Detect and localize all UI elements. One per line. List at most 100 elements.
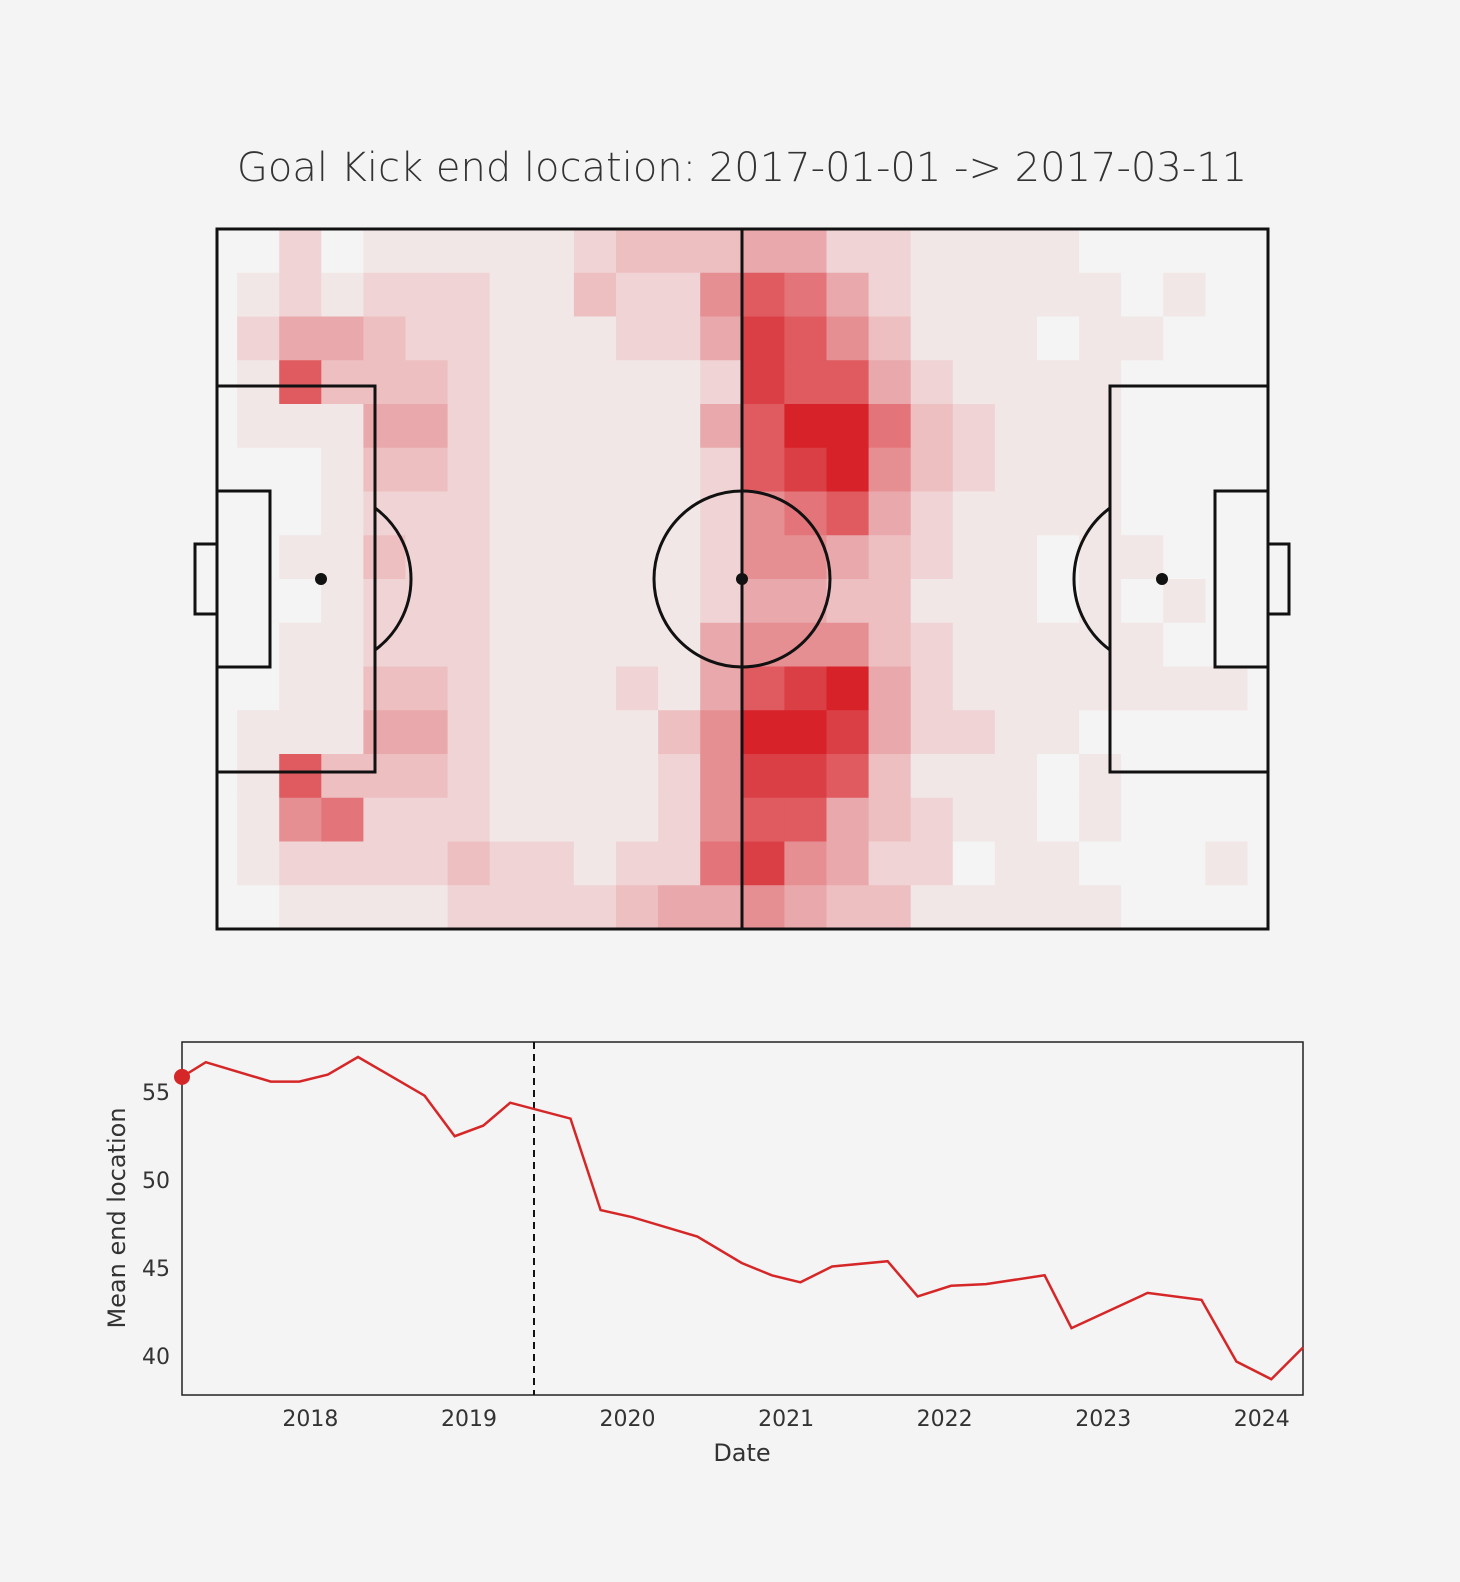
heat-cell	[321, 666, 364, 711]
heat-cell	[1247, 710, 1268, 755]
heat-cell	[952, 535, 996, 580]
heat-cell	[700, 447, 743, 492]
heat-cell	[1247, 404, 1268, 449]
heat-cell	[1079, 272, 1122, 317]
heat-cell	[321, 535, 364, 580]
heat-cell	[952, 622, 996, 667]
heat-cell	[868, 710, 912, 755]
heat-cell	[658, 710, 701, 755]
heat-cell	[1247, 316, 1268, 361]
heat-cell	[910, 841, 954, 886]
heat-cell	[994, 316, 1038, 361]
heat-cell	[868, 797, 912, 842]
heat-cell	[1205, 754, 1248, 799]
heat-cell	[531, 360, 575, 405]
heat-cell	[1037, 491, 1080, 536]
heat-cell	[994, 754, 1038, 799]
heat-cell	[531, 841, 575, 886]
heat-cell	[868, 622, 912, 667]
heat-cell	[321, 316, 364, 361]
heat-cell	[573, 316, 617, 361]
heat-cell	[742, 316, 785, 361]
heat-cell	[363, 535, 406, 580]
heat-cell	[237, 797, 280, 842]
heat-cell	[1079, 447, 1122, 492]
heat-cell	[1121, 885, 1164, 929]
heat-cell	[405, 841, 449, 886]
heat-cell	[237, 272, 280, 317]
heat-cell	[321, 404, 364, 449]
heat-cell	[279, 404, 322, 449]
heat-cell	[489, 885, 533, 929]
heat-cell	[742, 754, 785, 799]
heat-cell	[616, 797, 659, 842]
heat-cell	[447, 535, 491, 580]
heat-cell	[826, 710, 870, 755]
heat-cell	[405, 404, 449, 449]
heat-cell	[573, 404, 617, 449]
heat-cell	[1247, 229, 1268, 274]
heat-cell	[1247, 666, 1268, 711]
heat-cell	[1079, 579, 1122, 624]
heat-cell	[910, 404, 954, 449]
heat-cell	[1121, 360, 1164, 405]
heat-cell	[217, 885, 238, 929]
heat-cell	[1205, 710, 1248, 755]
heat-cell	[237, 535, 280, 580]
heat-cell	[1079, 404, 1122, 449]
heat-cell	[616, 535, 659, 580]
heat-cell	[658, 622, 701, 667]
heat-cell	[1121, 272, 1164, 317]
y-axis-label: Mean end location	[103, 1107, 131, 1328]
heat-cell	[1205, 622, 1248, 667]
heat-cell	[1079, 754, 1122, 799]
heat-cell	[994, 579, 1038, 624]
heat-cell	[321, 491, 364, 536]
heat-cell	[447, 579, 491, 624]
heat-cell	[531, 754, 575, 799]
heat-cell	[994, 666, 1038, 711]
heat-cell	[531, 229, 575, 274]
heat-cell	[279, 360, 322, 405]
heat-cell	[1121, 404, 1164, 449]
heat-cell	[784, 272, 827, 317]
heat-cell	[826, 360, 870, 405]
heat-cell	[910, 579, 954, 624]
heat-cell	[1037, 360, 1080, 405]
heat-cell	[573, 754, 617, 799]
heat-cell	[994, 272, 1038, 317]
heat-cell	[1037, 797, 1080, 842]
heat-cell	[573, 710, 617, 755]
heat-cell	[217, 491, 238, 536]
heat-cell	[1163, 579, 1206, 624]
x-tick-label: 2020	[600, 1407, 656, 1432]
heat-cell	[217, 360, 238, 405]
heat-cell	[489, 360, 533, 405]
heat-cell	[405, 272, 449, 317]
heat-cell	[868, 404, 912, 449]
heat-cell	[321, 622, 364, 667]
heat-cell	[363, 229, 406, 274]
heat-cell	[447, 360, 491, 405]
heat-cell	[279, 272, 322, 317]
heat-cell	[1037, 579, 1080, 624]
heat-cell	[952, 491, 996, 536]
heat-cell	[700, 272, 743, 317]
heat-cell	[1247, 622, 1268, 667]
heat-cell	[910, 666, 954, 711]
heat-cell	[321, 885, 364, 929]
x-tick-label: 2019	[441, 1407, 497, 1432]
heat-cell	[1247, 579, 1268, 624]
heat-cell	[447, 841, 491, 886]
heat-cell	[489, 404, 533, 449]
heat-cell	[1205, 360, 1248, 405]
heat-cell	[826, 272, 870, 317]
heat-cell	[826, 885, 870, 929]
heat-cell	[1163, 797, 1206, 842]
heat-cell	[1037, 535, 1080, 580]
heat-cell	[784, 797, 827, 842]
heat-cell	[405, 622, 449, 667]
heat-cell	[952, 360, 996, 405]
heat-cell	[616, 841, 659, 886]
heat-cell	[573, 579, 617, 624]
